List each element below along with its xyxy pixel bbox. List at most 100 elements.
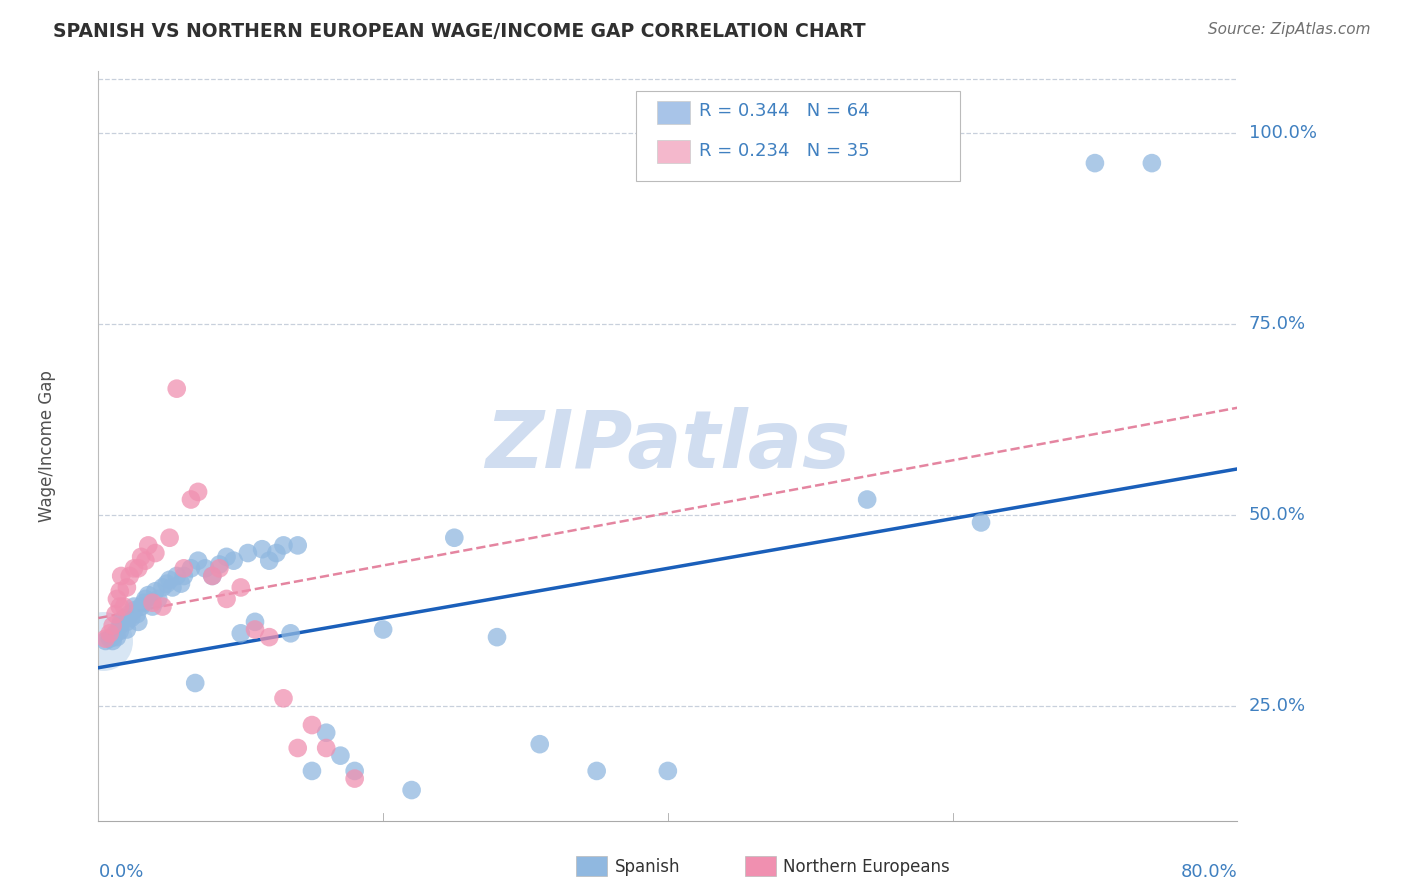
Text: R = 0.234   N = 35: R = 0.234 N = 35	[699, 142, 869, 160]
Point	[108, 618, 131, 632]
Point	[215, 549, 238, 564]
Text: ZIPatlas: ZIPatlas	[485, 407, 851, 485]
Point	[856, 492, 879, 507]
Point	[105, 591, 128, 606]
Point	[122, 599, 145, 614]
Point	[145, 584, 167, 599]
Point	[187, 554, 209, 568]
Point	[115, 623, 138, 637]
Point	[343, 772, 366, 786]
Text: 75.0%: 75.0%	[1249, 315, 1306, 333]
Text: 100.0%: 100.0%	[1249, 123, 1316, 142]
Point	[280, 626, 302, 640]
Point	[215, 591, 238, 606]
Point	[136, 588, 159, 602]
Text: 50.0%: 50.0%	[1249, 506, 1306, 524]
Point	[173, 569, 195, 583]
Point	[222, 554, 245, 568]
Point	[108, 584, 131, 599]
Point	[486, 630, 509, 644]
Point	[243, 615, 266, 629]
Point	[273, 691, 295, 706]
Point	[152, 581, 174, 595]
Text: SPANISH VS NORTHERN EUROPEAN WAGE/INCOME GAP CORRELATION CHART: SPANISH VS NORTHERN EUROPEAN WAGE/INCOME…	[53, 22, 866, 41]
Point	[343, 764, 366, 778]
Point	[122, 561, 145, 575]
Point	[159, 531, 181, 545]
Point	[127, 615, 149, 629]
Point	[132, 596, 155, 610]
Point	[159, 573, 181, 587]
Point	[170, 576, 193, 591]
Point	[529, 737, 551, 751]
Point	[970, 516, 993, 530]
Point	[94, 634, 117, 648]
Point	[115, 615, 138, 629]
Point	[112, 611, 135, 625]
Point	[101, 634, 124, 648]
Point	[173, 561, 195, 575]
Point	[104, 607, 127, 622]
Text: Northern Europeans: Northern Europeans	[783, 858, 950, 876]
Point	[585, 764, 607, 778]
Point	[112, 599, 135, 614]
Point	[443, 531, 465, 545]
Point	[1084, 156, 1107, 170]
Point	[259, 554, 281, 568]
Point	[152, 599, 174, 614]
Point	[141, 599, 163, 614]
Point	[315, 725, 337, 739]
Point	[110, 615, 132, 629]
Point	[108, 624, 131, 638]
Point	[250, 542, 273, 557]
Point	[208, 558, 231, 572]
Point	[201, 569, 224, 583]
Text: 80.0%: 80.0%	[1181, 863, 1237, 880]
Text: Spanish: Spanish	[614, 858, 681, 876]
Point	[236, 546, 259, 560]
Point	[208, 561, 231, 575]
Point	[110, 569, 132, 583]
Point	[148, 591, 170, 606]
Point	[98, 632, 121, 646]
Point	[287, 538, 309, 552]
Point	[145, 546, 167, 560]
Point	[120, 611, 142, 625]
Point	[94, 632, 117, 646]
Point	[229, 626, 252, 640]
Point	[315, 741, 337, 756]
Text: Source: ZipAtlas.com: Source: ZipAtlas.com	[1208, 22, 1371, 37]
Point	[259, 630, 281, 644]
Point	[156, 576, 179, 591]
Point	[287, 741, 309, 756]
Point	[136, 538, 159, 552]
Point	[91, 634, 114, 648]
Point	[166, 569, 188, 583]
Point	[180, 561, 202, 575]
Point	[129, 599, 152, 614]
Point	[129, 549, 152, 564]
Point	[166, 382, 188, 396]
Point	[301, 718, 323, 732]
Point	[108, 599, 131, 614]
Point	[187, 484, 209, 499]
Point	[98, 626, 121, 640]
Point	[105, 630, 128, 644]
Point	[118, 607, 141, 622]
Point	[125, 607, 148, 622]
Point	[657, 764, 679, 778]
Point	[180, 492, 202, 507]
Point	[201, 569, 224, 583]
Point	[104, 626, 127, 640]
Point	[127, 561, 149, 575]
Point	[141, 596, 163, 610]
Point	[229, 581, 252, 595]
Text: 0.0%: 0.0%	[98, 863, 143, 880]
Point	[329, 748, 352, 763]
Point	[134, 554, 156, 568]
Point	[273, 538, 295, 552]
Point	[266, 546, 288, 560]
Point	[134, 591, 156, 606]
Point	[184, 676, 207, 690]
Point	[243, 623, 266, 637]
